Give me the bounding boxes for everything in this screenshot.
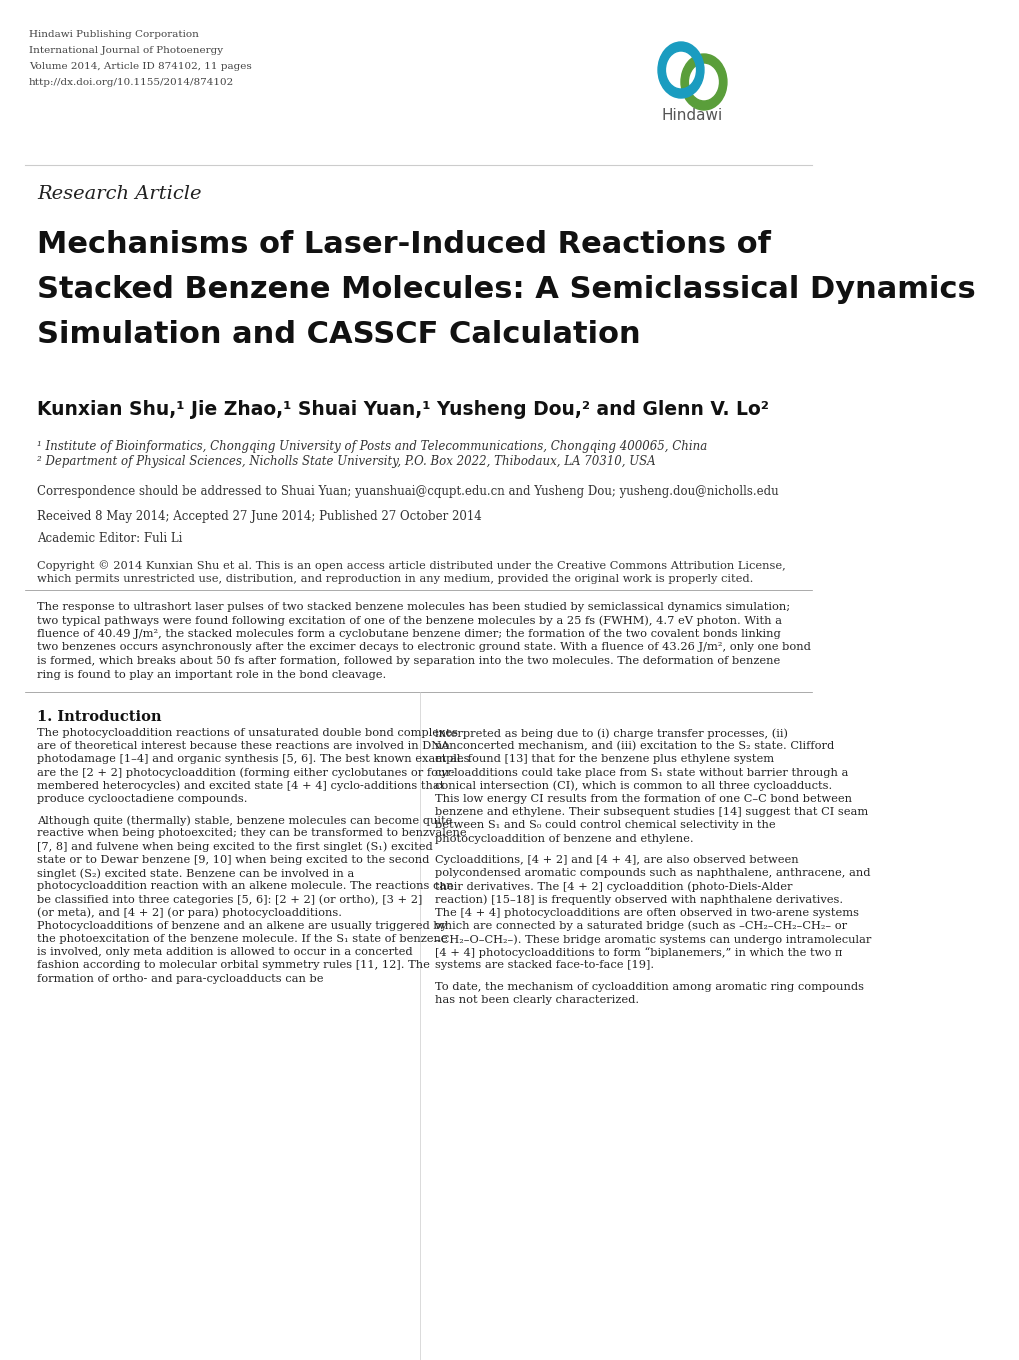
Text: photocycloaddition reaction with an alkene molecule. The reactions can: photocycloaddition reaction with an alke… (37, 881, 453, 891)
Text: between S₁ and S₀ could control chemical selectivity in the: between S₁ and S₀ could control chemical… (434, 820, 774, 831)
Text: polycondensed aromatic compounds such as naphthalene, anthracene, and: polycondensed aromatic compounds such as… (434, 868, 869, 879)
Text: interpreted as being due to (i) charge transfer processes, (ii): interpreted as being due to (i) charge t… (434, 728, 787, 738)
Text: has not been clearly characterized.: has not been clearly characterized. (434, 994, 638, 1005)
Text: International Journal of Photoenergy: International Journal of Photoenergy (29, 46, 222, 54)
Text: This low energy CI results from the formation of one C–C bond between: This low energy CI results from the form… (434, 794, 851, 804)
Text: The response to ultrashort laser pulses of two stacked benzene molecules has bee: The response to ultrashort laser pulses … (37, 602, 790, 612)
Text: Research Article: Research Article (37, 185, 201, 203)
Text: photodamage [1–4] and organic synthesis [5, 6]. The best known examples: photodamage [1–4] and organic synthesis … (37, 755, 469, 764)
Text: which are connected by a saturated bridge (such as –CH₂–CH₂–CH₂– or: which are connected by a saturated bridg… (434, 921, 846, 932)
Text: Copyright © 2014 Kunxian Shu et al. This is an open access article distributed u: Copyright © 2014 Kunxian Shu et al. This… (37, 560, 785, 571)
Text: ring is found to play an important role in the bond cleavage.: ring is found to play an important role … (37, 669, 386, 680)
Text: Volume 2014, Article ID 874102, 11 pages: Volume 2014, Article ID 874102, 11 pages (29, 63, 252, 71)
Text: Correspondence should be addressed to Shuai Yuan; yuanshuai@cqupt.edu.cn and Yus: Correspondence should be addressed to Sh… (37, 486, 777, 498)
Text: Received 8 May 2014; Accepted 27 June 2014; Published 27 October 2014: Received 8 May 2014; Accepted 27 June 20… (37, 510, 481, 524)
Text: The photocycloaddition reactions of unsaturated double bond complexes: The photocycloaddition reactions of unsa… (37, 728, 458, 738)
Text: Cycloadditions, [4 + 2] and [4 + 4], are also observed between: Cycloadditions, [4 + 2] and [4 + 4], are… (434, 855, 798, 865)
Text: Hindawi: Hindawi (661, 107, 722, 122)
Text: Photocycloadditions of benzene and an alkene are usually triggered by: Photocycloadditions of benzene and an al… (37, 921, 446, 930)
Text: which permits unrestricted use, distribution, and reproduction in any medium, pr: which permits unrestricted use, distribu… (37, 574, 753, 583)
Text: [7, 8] and fulvene when being excited to the first singlet (S₁) excited: [7, 8] and fulvene when being excited to… (37, 842, 432, 853)
Text: To date, the mechanism of cycloaddition among aromatic ring compounds: To date, the mechanism of cycloaddition … (434, 982, 863, 991)
Text: photocycloaddition of benzene and ethylene.: photocycloaddition of benzene and ethyle… (434, 834, 693, 843)
Text: membered heterocycles) and excited state [4 + 4] cyclo-additions that: membered heterocycles) and excited state… (37, 781, 444, 792)
Text: conical intersection (CI), which is common to all three cycloadducts.: conical intersection (CI), which is comm… (434, 781, 832, 792)
Text: produce cyclooctadiene compounds.: produce cyclooctadiene compounds. (37, 794, 248, 804)
Text: fashion according to molecular orbital symmetry rules [11, 12]. The: fashion according to molecular orbital s… (37, 960, 429, 971)
Text: two benzenes occurs asynchronously after the excimer decays to electronic ground: two benzenes occurs asynchronously after… (37, 642, 810, 653)
Text: –CH₂–O–CH₂–). These bridge aromatic systems can undergo intramolecular: –CH₂–O–CH₂–). These bridge aromatic syst… (434, 934, 870, 945)
Text: the photoexcitation of the benzene molecule. If the S₁ state of benzene: the photoexcitation of the benzene molec… (37, 934, 447, 944)
Text: cycloadditions could take place from S₁ state without barrier through a: cycloadditions could take place from S₁ … (434, 767, 848, 778)
Text: ¹ Institute of Bioinformatics, Chongqing University of Posts and Telecommunicati: ¹ Institute of Bioinformatics, Chongqing… (37, 441, 706, 453)
Text: are the [2 + 2] photocycloaddition (forming either cyclobutanes or four-: are the [2 + 2] photocycloaddition (form… (37, 767, 454, 778)
Text: reactive when being photoexcited; they can be transformed to benzvalene: reactive when being photoexcited; they c… (37, 828, 466, 838)
Text: ² Department of Physical Sciences, Nicholls State University, P.O. Box 2022, Thi: ² Department of Physical Sciences, Nicho… (37, 456, 655, 468)
Text: (or meta), and [4 + 2] (or para) photocycloadditions.: (or meta), and [4 + 2] (or para) photocy… (37, 907, 341, 918)
Text: Kunxian Shu,¹ Jie Zhao,¹ Shuai Yuan,¹ Yusheng Dou,² and Glenn V. Lo²: Kunxian Shu,¹ Jie Zhao,¹ Shuai Yuan,¹ Yu… (37, 400, 768, 419)
Text: et al. found [13] that for the benzene plus ethylene system: et al. found [13] that for the benzene p… (434, 755, 773, 764)
Text: [4 + 4] photocycloadditions to form “biplanemers,” in which the two π: [4 + 4] photocycloadditions to form “bip… (434, 947, 842, 957)
Text: Hindawi Publishing Corporation: Hindawi Publishing Corporation (29, 30, 199, 39)
Text: be classified into three categories [5, 6]: [2 + 2] (or ortho), [3 + 2]: be classified into three categories [5, … (37, 895, 422, 904)
Text: state or to Dewar benzene [9, 10] when being excited to the second: state or to Dewar benzene [9, 10] when b… (37, 855, 429, 865)
Text: two typical pathways were found following excitation of one of the benzene molec: two typical pathways were found followin… (37, 616, 782, 626)
Text: Mechanisms of Laser-Induced Reactions of: Mechanisms of Laser-Induced Reactions of (37, 230, 770, 258)
Text: is involved, only meta addition is allowed to occur in a concerted: is involved, only meta addition is allow… (37, 947, 412, 957)
Text: The [4 + 4] photocycloadditions are often observed in two-arene systems: The [4 + 4] photocycloadditions are ofte… (434, 907, 858, 918)
Text: benzene and ethylene. Their subsequent studies [14] suggest that CI seam: benzene and ethylene. Their subsequent s… (434, 808, 867, 817)
Text: http://dx.doi.org/10.1155/2014/874102: http://dx.doi.org/10.1155/2014/874102 (29, 78, 233, 87)
Text: Although quite (thermally) stable, benzene molecules can become quite: Although quite (thermally) stable, benze… (37, 815, 451, 826)
Text: formation of ortho- and para-cycloadducts can be: formation of ortho- and para-cycloadduct… (37, 974, 323, 983)
Text: nonconcerted mechanism, and (iii) excitation to the S₂ state. Clifford: nonconcerted mechanism, and (iii) excita… (434, 741, 834, 752)
Text: 1. Introduction: 1. Introduction (37, 710, 161, 724)
Text: is formed, which breaks about 50 fs after formation, followed by separation into: is formed, which breaks about 50 fs afte… (37, 656, 780, 666)
Text: Simulation and CASSCF Calculation: Simulation and CASSCF Calculation (37, 320, 640, 350)
Text: reaction) [15–18] is frequently observed with naphthalene derivatives.: reaction) [15–18] is frequently observed… (434, 895, 842, 904)
Text: their derivatives. The [4 + 2] cycloaddition (photo-Diels-Alder: their derivatives. The [4 + 2] cycloaddi… (434, 881, 792, 892)
Text: fluence of 40.49 J/m², the stacked molecules form a cyclobutane benzene dimer; t: fluence of 40.49 J/m², the stacked molec… (37, 628, 780, 639)
Text: systems are stacked face-to-face [19].: systems are stacked face-to-face [19]. (434, 960, 653, 971)
Text: singlet (S₂) excited state. Benzene can be involved in a: singlet (S₂) excited state. Benzene can … (37, 868, 354, 879)
Text: Stacked Benzene Molecules: A Semiclassical Dynamics: Stacked Benzene Molecules: A Semiclassic… (37, 275, 975, 305)
Text: are of theoretical interest because these reactions are involved in DNA: are of theoretical interest because thes… (37, 741, 448, 751)
Text: Academic Editor: Fuli Li: Academic Editor: Fuli Li (37, 532, 182, 545)
